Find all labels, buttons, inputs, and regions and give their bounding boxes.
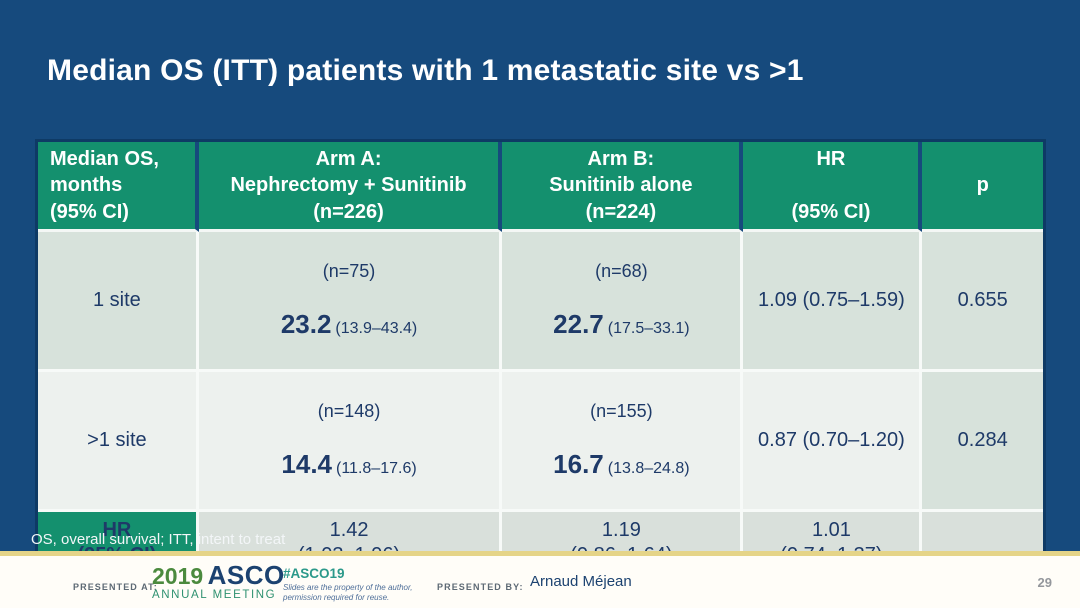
- header-hr: HR (95% CI): [743, 142, 923, 232]
- cell-1site-arm-b: (n=68) 22.7 (17.5–33.1): [502, 232, 744, 373]
- row-label-gt1-site: >1 site: [38, 372, 199, 513]
- header-median-os: Median OS, months (95% CI): [38, 142, 199, 232]
- cell-1site-p: 0.655: [922, 232, 1043, 373]
- cell-gt1site-arm-a: (n=148) 14.4 (11.8–17.6): [198, 372, 503, 513]
- n-count: (n=148): [317, 400, 381, 421]
- median-line: 14.4 (11.8–17.6): [203, 448, 496, 481]
- asco-logo-org: ASCO: [207, 560, 285, 590]
- slide-title: Median OS (ITT) patients with 1 metastat…: [47, 54, 804, 87]
- table-row-gt1-site: >1 site (n=148) 14.4 (11.8–17.6) (n=155) …: [38, 372, 1043, 513]
- header-arm-b: Arm B: Sunitinib alone (n=224): [502, 142, 744, 232]
- asco-logo-meeting: ANNUAL MEETING: [152, 589, 277, 601]
- cell-gt1site-arm-b: (n=155) 16.7 (13.8–24.8): [502, 372, 744, 513]
- row-label-1-site: 1 site: [38, 232, 199, 373]
- n-count: (n=68): [595, 260, 648, 281]
- ci-value: (13.8–24.8): [607, 460, 690, 478]
- presented-at-label: PRESENTED AT:: [73, 582, 158, 592]
- ci-value: (13.9–43.4): [335, 320, 418, 338]
- header-arm-a: Arm A: Nephrectomy + Sunitinib (n=226): [198, 142, 503, 232]
- table-header-row: Median OS, months (95% CI) Arm A: Nephre…: [38, 142, 1043, 232]
- table-row-1-site: 1 site (n=75) 23.2 (13.9–43.4) (n=68) 22.…: [38, 232, 1043, 373]
- n-count: (n=155): [590, 400, 653, 421]
- gold-divider: [0, 551, 1080, 556]
- median-line: 16.7 (13.8–24.8): [506, 448, 736, 481]
- cell-1site-hr: 1.09 (0.75–1.59): [743, 232, 923, 373]
- page-number: 29: [1037, 575, 1052, 590]
- median-line: 22.7 (17.5–33.1): [506, 308, 736, 341]
- reuse-disclaimer: Slides are the property of the author, p…: [283, 583, 413, 602]
- n-count: (n=75): [322, 260, 376, 281]
- cell-gt1site-p: 0.284: [922, 372, 1043, 513]
- presenter-name: Arnaud Méjean: [530, 573, 632, 590]
- median-value: 23.2: [280, 309, 332, 340]
- header-p: p: [922, 142, 1043, 232]
- footer-bar: PRESENTED AT: 2019 ASCO ANNUAL MEETING #…: [0, 556, 1080, 608]
- asco-logo-line: 2019 ASCO: [152, 562, 285, 588]
- asco-logo-year: 2019: [152, 563, 204, 589]
- median-value: 14.4: [281, 449, 333, 480]
- ci-value: (11.8–17.6): [336, 460, 417, 478]
- hashtag: #ASCO19: [283, 566, 345, 581]
- median-line: 23.2 (13.9–43.4): [203, 308, 496, 341]
- cell-1site-arm-a: (n=75) 23.2 (13.9–43.4): [198, 232, 503, 373]
- asco-logo: 2019 ASCO ANNUAL MEETING: [152, 562, 285, 602]
- cell-gt1site-hr: 0.87 (0.70–1.20): [743, 372, 923, 513]
- presented-by-label: PRESENTED BY:: [437, 582, 524, 592]
- abbreviations-footnote: OS, overall survival; ITT, intent to tre…: [31, 531, 286, 548]
- ci-value: (17.5–33.1): [607, 320, 690, 338]
- median-value: 16.7: [553, 449, 604, 480]
- median-value: 22.7: [553, 309, 604, 340]
